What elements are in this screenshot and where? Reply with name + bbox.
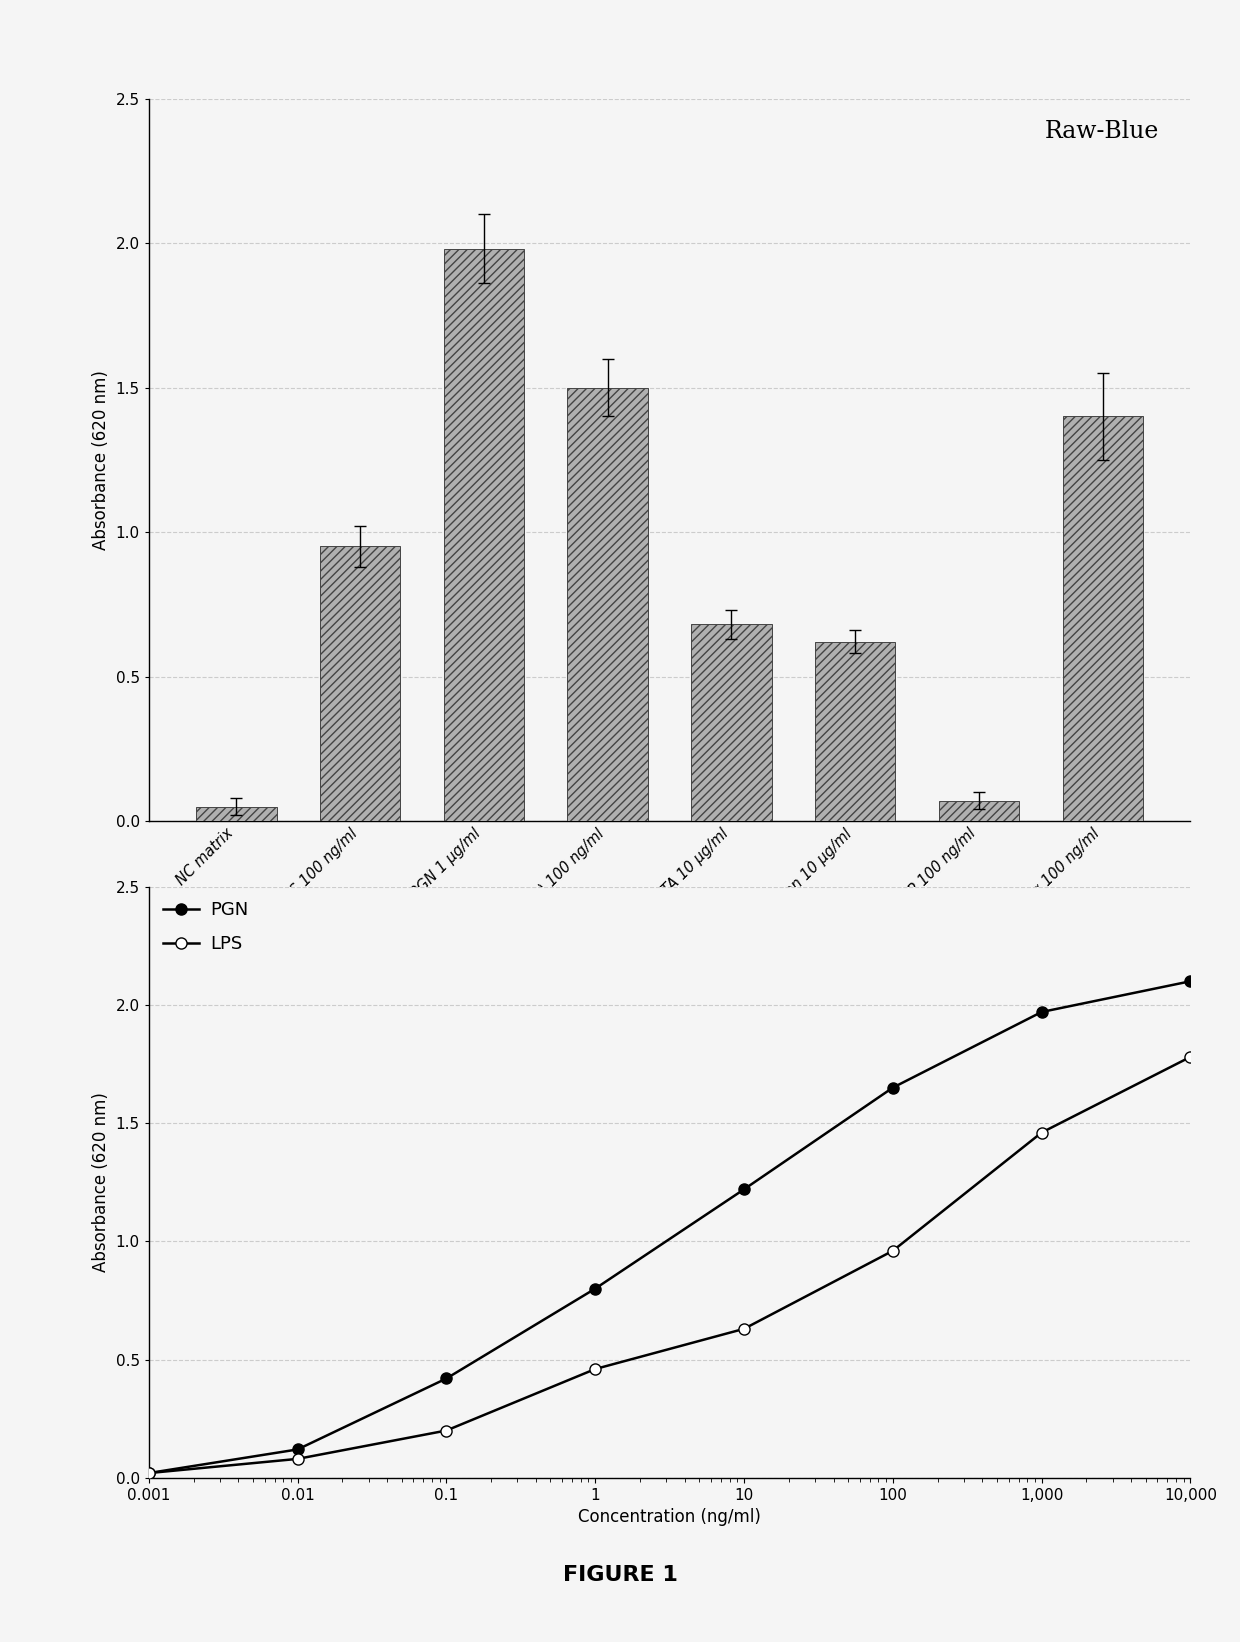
Bar bbox=[320, 547, 401, 821]
PGN bbox=[885, 1077, 900, 1097]
PGN bbox=[1034, 1002, 1049, 1021]
Bar bbox=[196, 806, 277, 821]
Bar bbox=[691, 624, 771, 821]
Line: LPS: LPS bbox=[144, 1051, 1195, 1479]
PGN bbox=[1183, 972, 1198, 992]
PGN bbox=[141, 1463, 156, 1483]
LPS bbox=[885, 1241, 900, 1261]
LPS bbox=[1183, 1048, 1198, 1067]
X-axis label: Concentration (ng/ml): Concentration (ng/ml) bbox=[578, 1507, 761, 1525]
Y-axis label: Absorbance (620 nm): Absorbance (620 nm) bbox=[92, 369, 110, 550]
Line: PGN: PGN bbox=[144, 975, 1195, 1479]
Text: FIGURE 1: FIGURE 1 bbox=[563, 1565, 677, 1585]
LPS bbox=[588, 1360, 603, 1379]
LPS bbox=[1034, 1123, 1049, 1143]
Text: Raw-Blue: Raw-Blue bbox=[1045, 120, 1159, 143]
Legend: PGN, LPS: PGN, LPS bbox=[157, 895, 254, 959]
LPS bbox=[737, 1319, 751, 1338]
LPS bbox=[141, 1463, 156, 1483]
PGN bbox=[737, 1179, 751, 1199]
Bar bbox=[815, 642, 895, 821]
LPS bbox=[439, 1420, 454, 1440]
Bar bbox=[1063, 417, 1143, 821]
Bar bbox=[444, 250, 525, 821]
PGN bbox=[588, 1279, 603, 1299]
LPS bbox=[290, 1448, 305, 1468]
Bar bbox=[568, 388, 649, 821]
PGN bbox=[439, 1369, 454, 1389]
Bar bbox=[939, 801, 1019, 821]
PGN bbox=[290, 1440, 305, 1460]
Y-axis label: Absorbance (620 nm): Absorbance (620 nm) bbox=[92, 1092, 110, 1273]
